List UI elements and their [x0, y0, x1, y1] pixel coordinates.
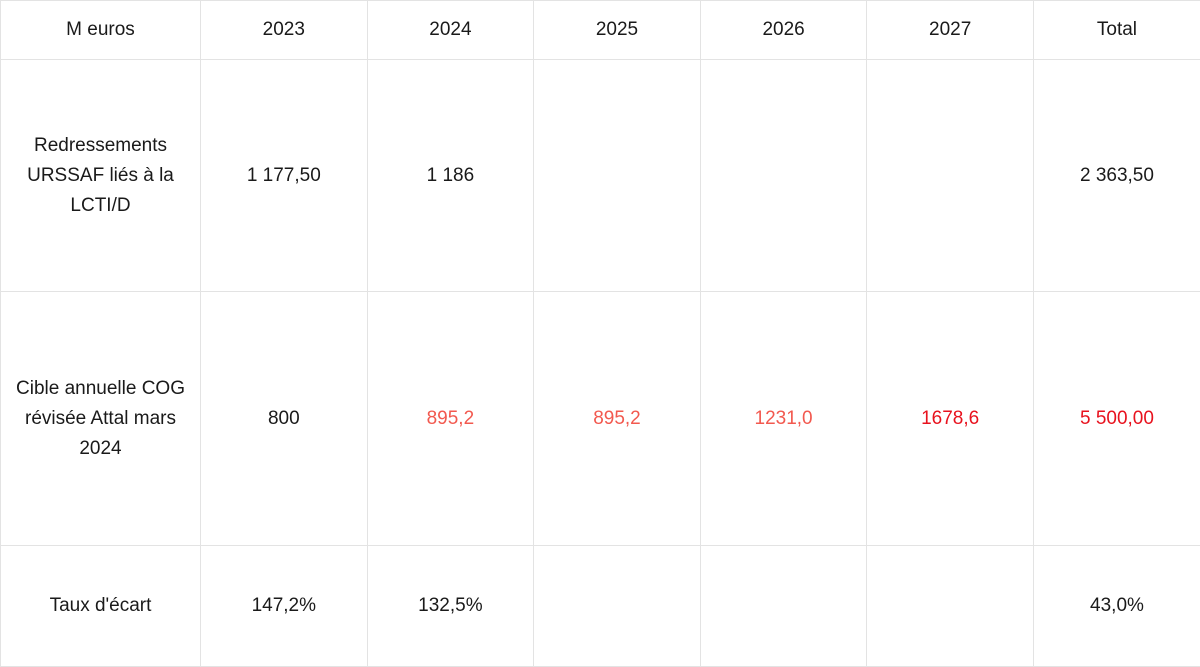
header-2027-cell: 2027	[867, 1, 1034, 60]
table-row-redressements: Redressements URSSAF liés à la LCTI/D 1 …	[1, 60, 1200, 292]
header-2026-cell: 2026	[700, 1, 867, 60]
table-row-taux: Taux d'écart 147,2% 132,5% 43,0%	[1, 546, 1200, 667]
table-row-cible: Cible annuelle COG révisée Attal mars 20…	[1, 292, 1200, 546]
cell-cible-2023: 800	[201, 292, 368, 546]
cell-redressements-2023: 1 177,50	[201, 60, 368, 292]
header-unit-cell: M euros	[1, 1, 201, 60]
cell-taux-2023: 147,2%	[201, 546, 368, 667]
cell-redressements-2024: 1 186	[367, 60, 534, 292]
cell-redressements-2026	[700, 60, 867, 292]
row-label-taux: Taux d'écart	[1, 546, 201, 667]
cell-cible-2025: 895,2	[534, 292, 701, 546]
row-label-cible: Cible annuelle COG révisée Attal mars 20…	[1, 292, 201, 546]
header-2024-cell: 2024	[367, 1, 534, 60]
cell-taux-2025	[534, 546, 701, 667]
cell-redressements-2027	[867, 60, 1034, 292]
cell-taux-total: 43,0%	[1033, 546, 1200, 667]
cell-taux-2024: 132,5%	[367, 546, 534, 667]
row-label-redressements: Redressements URSSAF liés à la LCTI/D	[1, 60, 201, 292]
cell-redressements-2025	[534, 60, 701, 292]
cell-cible-total: 5 500,00	[1033, 292, 1200, 546]
cell-cible-2026: 1231,0	[700, 292, 867, 546]
cell-redressements-total: 2 363,50	[1033, 60, 1200, 292]
table-header-row: M euros 2023 2024 2025 2026 2027 Total	[1, 1, 1200, 60]
header-total-cell: Total	[1033, 1, 1200, 60]
header-2023-cell: 2023	[201, 1, 368, 60]
cell-cible-2024: 895,2	[367, 292, 534, 546]
cell-taux-2027	[867, 546, 1034, 667]
cell-cible-2027: 1678,6	[867, 292, 1034, 546]
cell-taux-2026	[700, 546, 867, 667]
header-2025-cell: 2025	[534, 1, 701, 60]
